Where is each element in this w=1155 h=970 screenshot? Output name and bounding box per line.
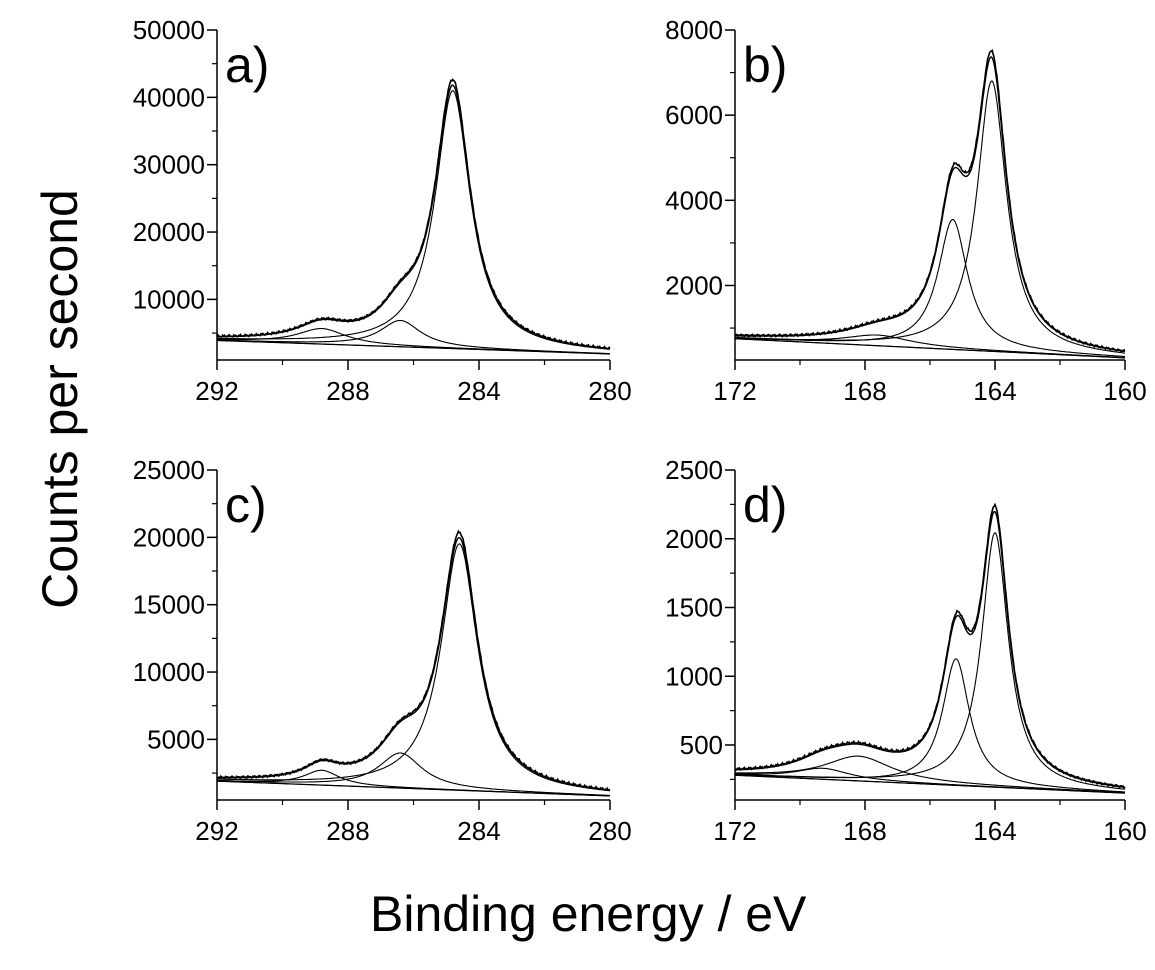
y-tick-label: 50000 [133,15,205,45]
y-tick-label: 1500 [665,593,723,623]
component-peak-line [735,658,1126,793]
y-tick-label: 4000 [665,185,723,215]
panel-label: d) [743,477,787,533]
fit-envelope-line [217,536,611,791]
x-tick-label: 284 [457,376,500,406]
fit-envelope-line [734,56,1126,353]
y-tick-label: 500 [680,730,723,760]
x-tick-label: 164 [973,816,1016,846]
y-tick-label: 2500 [665,455,723,485]
fit-envelope-line [735,511,1126,789]
x-axis-label: Binding energy / eV [370,886,807,942]
panel-label: a) [225,37,269,93]
measured-spectrum-line [216,529,611,791]
y-tick-label: 1000 [665,661,723,691]
y-tick-label: 6000 [665,100,723,130]
component-peak-line [217,319,611,355]
x-tick-label: 164 [973,376,1016,406]
x-tick-label: 172 [713,376,756,406]
y-tick-label: 5000 [147,724,205,754]
component-peak-line [735,80,1126,354]
measured-spectrum-line [734,48,1126,354]
component-peak-line [217,89,611,350]
x-tick-label: 168 [843,376,886,406]
x-tick-label: 292 [195,816,238,846]
y-tick-label: 20000 [133,217,205,247]
x-tick-label: 280 [588,376,631,406]
y-tick-label: 2000 [665,270,723,300]
x-tick-label: 168 [843,816,886,846]
x-tick-label: 160 [1103,376,1146,406]
panel-label: b) [743,37,787,93]
x-tick-label: 172 [713,816,756,846]
component-peak-line [217,769,611,797]
x-tick-label: 160 [1103,816,1146,846]
component-peak-line [217,328,611,355]
y-tick-label: 40000 [133,82,205,112]
y-tick-label: 25000 [133,455,205,485]
x-tick-label: 284 [457,816,500,846]
measured-spectrum-line [734,502,1126,790]
x-tick-label: 280 [588,816,631,846]
y-tick-label: 10000 [133,657,205,687]
component-peak-line [217,543,611,792]
component-peak-line [216,752,610,796]
y-tick-label: 8000 [665,15,723,45]
y-axis-label: Counts per second [32,189,88,609]
x-tick-label: 288 [326,376,369,406]
component-peak-line [734,334,1126,359]
y-tick-label: 10000 [133,284,205,314]
y-tick-label: 15000 [133,590,205,620]
y-tick-label: 2000 [665,524,723,554]
component-peak-line [735,532,1126,790]
y-tick-label: 30000 [133,150,205,180]
component-peak-line [735,767,1125,794]
panel-label: c) [225,477,267,533]
component-peak-line [735,755,1126,794]
y-tick-label: 20000 [133,522,205,552]
x-tick-label: 292 [195,376,238,406]
measured-spectrum-line [216,78,611,350]
fit-envelope-line [217,84,611,350]
x-tick-label: 288 [326,816,369,846]
